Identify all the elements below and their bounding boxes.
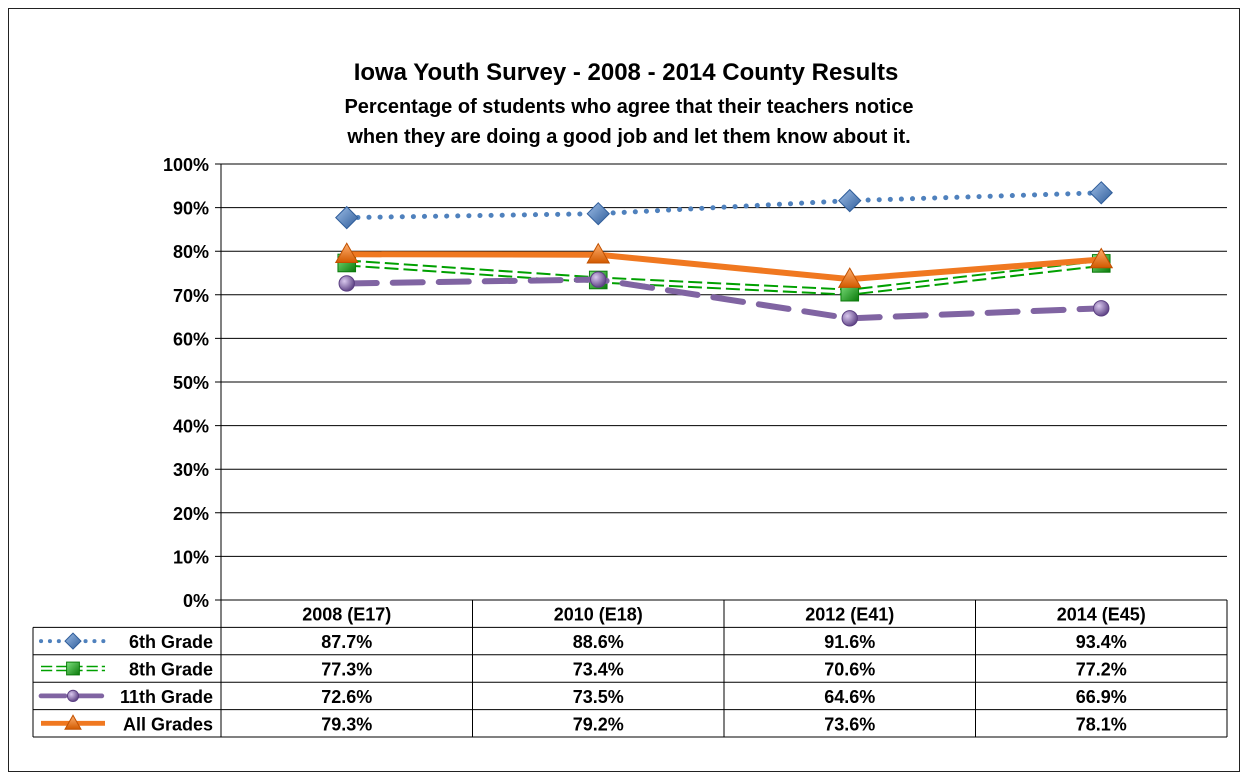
legend-marker bbox=[64, 714, 82, 730]
chart-subtitle-line-2: when they are doing a good job and let t… bbox=[346, 126, 910, 148]
table-cell-value: 77.3% bbox=[321, 660, 372, 680]
legend-key bbox=[39, 632, 107, 650]
legend-marker bbox=[64, 632, 82, 650]
series-11th-grade bbox=[338, 271, 1110, 327]
data-point-marker bbox=[1089, 247, 1114, 269]
data-point-marker bbox=[334, 242, 359, 264]
table-cell-value: 91.6% bbox=[824, 632, 875, 652]
legend-marker bbox=[66, 661, 80, 676]
legend-series-name: 11th Grade bbox=[120, 687, 213, 707]
data-point-marker bbox=[586, 242, 611, 264]
table-cell-value: 70.6% bbox=[824, 660, 875, 680]
y-tick-label: 70% bbox=[173, 286, 209, 306]
table-cell-value: 78.1% bbox=[1076, 714, 1127, 734]
series-line bbox=[344, 190, 1104, 221]
series-all-grades bbox=[334, 242, 1114, 288]
y-axis-tick-labels: 0% 10% 20% 30% 40% 50% 60% 70% 80% 90% 100% bbox=[163, 155, 209, 611]
data-table: 2008 (E17) 2010 (E18) 2012 (E41) 2014 (E45)… bbox=[32, 600, 1228, 738]
series-8th-grade bbox=[337, 253, 1111, 302]
y-tick-label: 80% bbox=[173, 242, 209, 262]
x-category-label: 2012 (E41) bbox=[805, 605, 894, 625]
series-6th-grade bbox=[335, 181, 1113, 230]
table-cell-value: 73.6% bbox=[824, 714, 875, 734]
table-cell-value: 72.6% bbox=[321, 687, 372, 707]
y-tick-label: 30% bbox=[173, 460, 209, 480]
legend-key bbox=[38, 689, 108, 703]
data-point-marker bbox=[1089, 181, 1113, 205]
data-point-marker bbox=[586, 201, 610, 226]
table-cell-value: 73.4% bbox=[573, 660, 624, 680]
legend-marker bbox=[66, 689, 80, 703]
legend-key bbox=[41, 714, 105, 730]
table-cell-value: 93.4% bbox=[1076, 632, 1127, 652]
table-cell-value: 73.5% bbox=[573, 687, 624, 707]
table-cell-value: 64.6% bbox=[824, 687, 875, 707]
series-line bbox=[343, 276, 1105, 322]
y-tick-label: 60% bbox=[173, 329, 209, 349]
data-point-marker bbox=[838, 188, 862, 213]
table-cell-value: 77.2% bbox=[1076, 660, 1127, 680]
x-category-label: 2008 (E17) bbox=[302, 605, 391, 625]
chart-subtitle-line-1: Percentage of students who agree that th… bbox=[344, 96, 913, 118]
data-point-marker bbox=[335, 205, 359, 230]
legend-key bbox=[41, 661, 105, 676]
line-chart: Iowa Youth Survey - 2008 - 2014 County R… bbox=[32, 59, 1228, 738]
y-tick-label: 90% bbox=[173, 199, 209, 219]
data-point-marker bbox=[837, 267, 862, 288]
y-tick-label: 0% bbox=[183, 591, 209, 611]
y-tick-label: 100% bbox=[163, 155, 209, 175]
y-tick-label: 20% bbox=[173, 504, 209, 524]
x-category-label: 2010 (E18) bbox=[554, 605, 643, 625]
y-tick-label: 10% bbox=[173, 547, 209, 567]
table-cell-value: 87.7% bbox=[321, 632, 372, 652]
series-line bbox=[346, 251, 1102, 283]
x-category-label: 2014 (E45) bbox=[1057, 605, 1146, 625]
y-tick-label: 40% bbox=[173, 417, 209, 437]
y-tick-label: 50% bbox=[173, 373, 209, 393]
series-layer bbox=[334, 181, 1114, 327]
table-cell-value: 88.6% bbox=[573, 632, 624, 652]
table-cell-value: 66.9% bbox=[1076, 687, 1127, 707]
table-cell-value: 79.2% bbox=[573, 714, 624, 734]
gridlines bbox=[215, 163, 1227, 601]
data-point-marker bbox=[841, 310, 858, 327]
data-point-marker bbox=[1093, 300, 1110, 317]
data-point-marker bbox=[338, 275, 355, 292]
legend-series-name: 6th Grade bbox=[129, 632, 213, 652]
data-point-marker bbox=[590, 271, 607, 288]
series-line-inner bbox=[346, 261, 1102, 294]
legend-series-name: 8th Grade bbox=[129, 660, 213, 680]
table-cell-value: 79.3% bbox=[321, 714, 372, 734]
chart-frame: Iowa Youth Survey - 2008 - 2014 County R… bbox=[8, 8, 1240, 772]
legend-series-name: All Grades bbox=[123, 714, 213, 734]
chart-title: Iowa Youth Survey - 2008 - 2014 County R… bbox=[354, 59, 899, 86]
